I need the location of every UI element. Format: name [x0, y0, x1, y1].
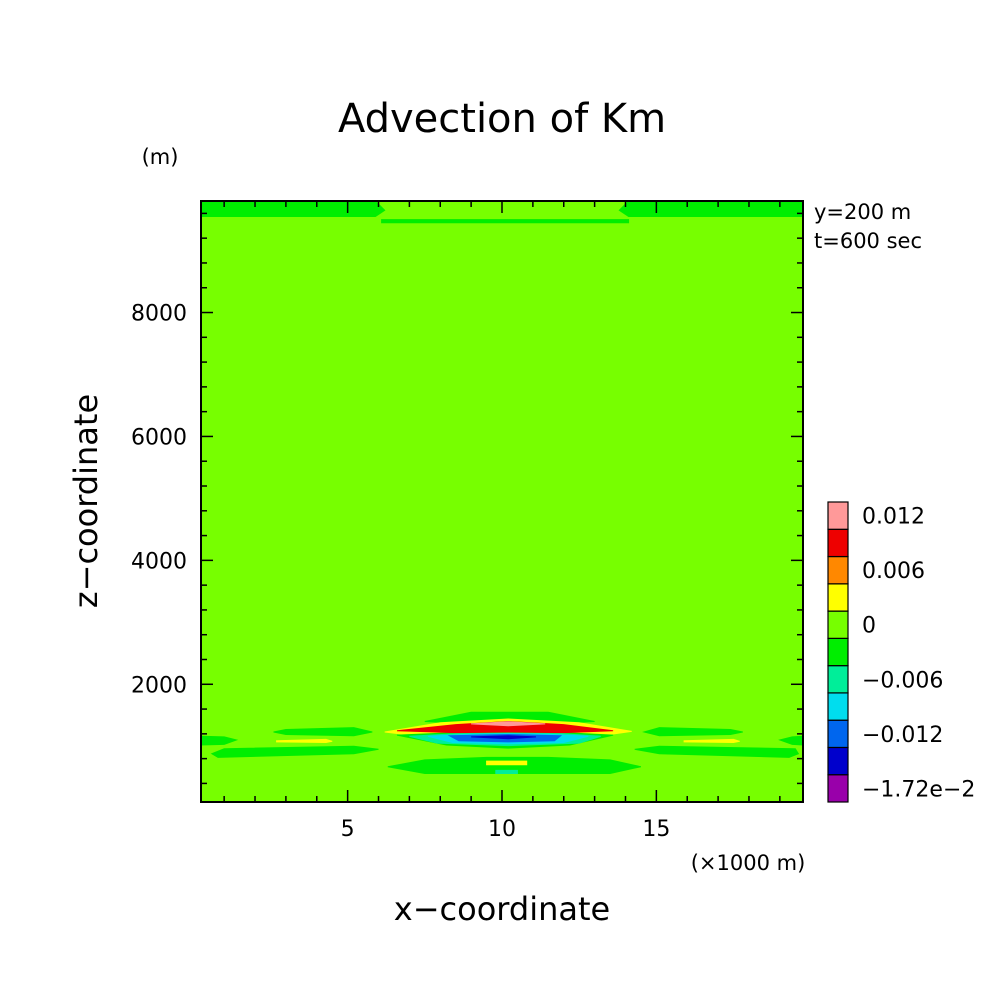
colorbar-label: 0.012: [862, 505, 925, 530]
colorbar-swatch: [827, 692, 849, 721]
y-tick-label: 2000: [131, 673, 187, 698]
contour-region-21: [276, 738, 333, 744]
x-tick-label: 15: [642, 817, 670, 842]
colorbar-swatch: [827, 583, 849, 612]
axis-ticks: 5 10 15 2000 4000 6000 8000: [131, 201, 803, 842]
y-tick-label: 8000: [131, 302, 187, 327]
y-tick-label: 4000: [131, 549, 187, 574]
annotation-y-position: y=200 m: [814, 200, 911, 224]
colorbar-label: −1.72e−2: [862, 777, 975, 802]
colorbar: −1.72e−2 −0.012 −0.006 0 0.006 0.012: [827, 501, 975, 803]
colorbar-label: −0.012: [862, 723, 943, 748]
contour-region-4: [273, 727, 373, 737]
colorbar-label: 0.006: [862, 559, 925, 584]
chart-title: Advection of Km: [338, 96, 666, 142]
colorbar-swatch: [827, 555, 849, 585]
annotation-time: t=600 sec: [814, 229, 922, 253]
colorbar-swatch: [827, 528, 849, 558]
colorbar-swatch: [827, 746, 849, 776]
plot-background: [201, 201, 803, 802]
contour-region-9: [634, 745, 800, 758]
contour-region-8: [210, 745, 379, 758]
contour-region-2: [381, 219, 630, 224]
contour-region-16: [471, 721, 546, 727]
contour-region-20: [471, 735, 537, 740]
colorbar-label: 0: [862, 614, 876, 639]
colorbar-swatch: [827, 637, 849, 667]
y-unit-label: (m): [142, 145, 179, 169]
y-tick-label: 6000: [131, 425, 187, 450]
plot-area: 5 10 15 2000 4000 6000 8000: [131, 200, 804, 842]
colorbar-swatch: [827, 501, 849, 530]
contour-region-12: [495, 769, 518, 774]
contour-region-11: [486, 760, 528, 766]
contour-region-10: [387, 756, 642, 774]
contour-region-22: [683, 738, 740, 744]
contour-region-0: [200, 200, 386, 217]
colorbar-swatch: [827, 610, 849, 639]
contour-region-1: [618, 200, 804, 217]
colorbar-swatch: [827, 665, 849, 694]
colorbar-label: −0.006: [862, 668, 943, 693]
contour-region-5: [642, 727, 743, 737]
x-tick-label: 10: [488, 817, 516, 842]
x-unit-label: (×1000 m): [691, 851, 806, 875]
x-axis-label: x−coordinate: [394, 890, 610, 928]
colorbar-swatch: [827, 719, 849, 749]
colorbar-swatch: [827, 774, 849, 803]
x-tick-label: 5: [341, 817, 355, 842]
y-axis-label: z−coordinate: [67, 394, 105, 608]
